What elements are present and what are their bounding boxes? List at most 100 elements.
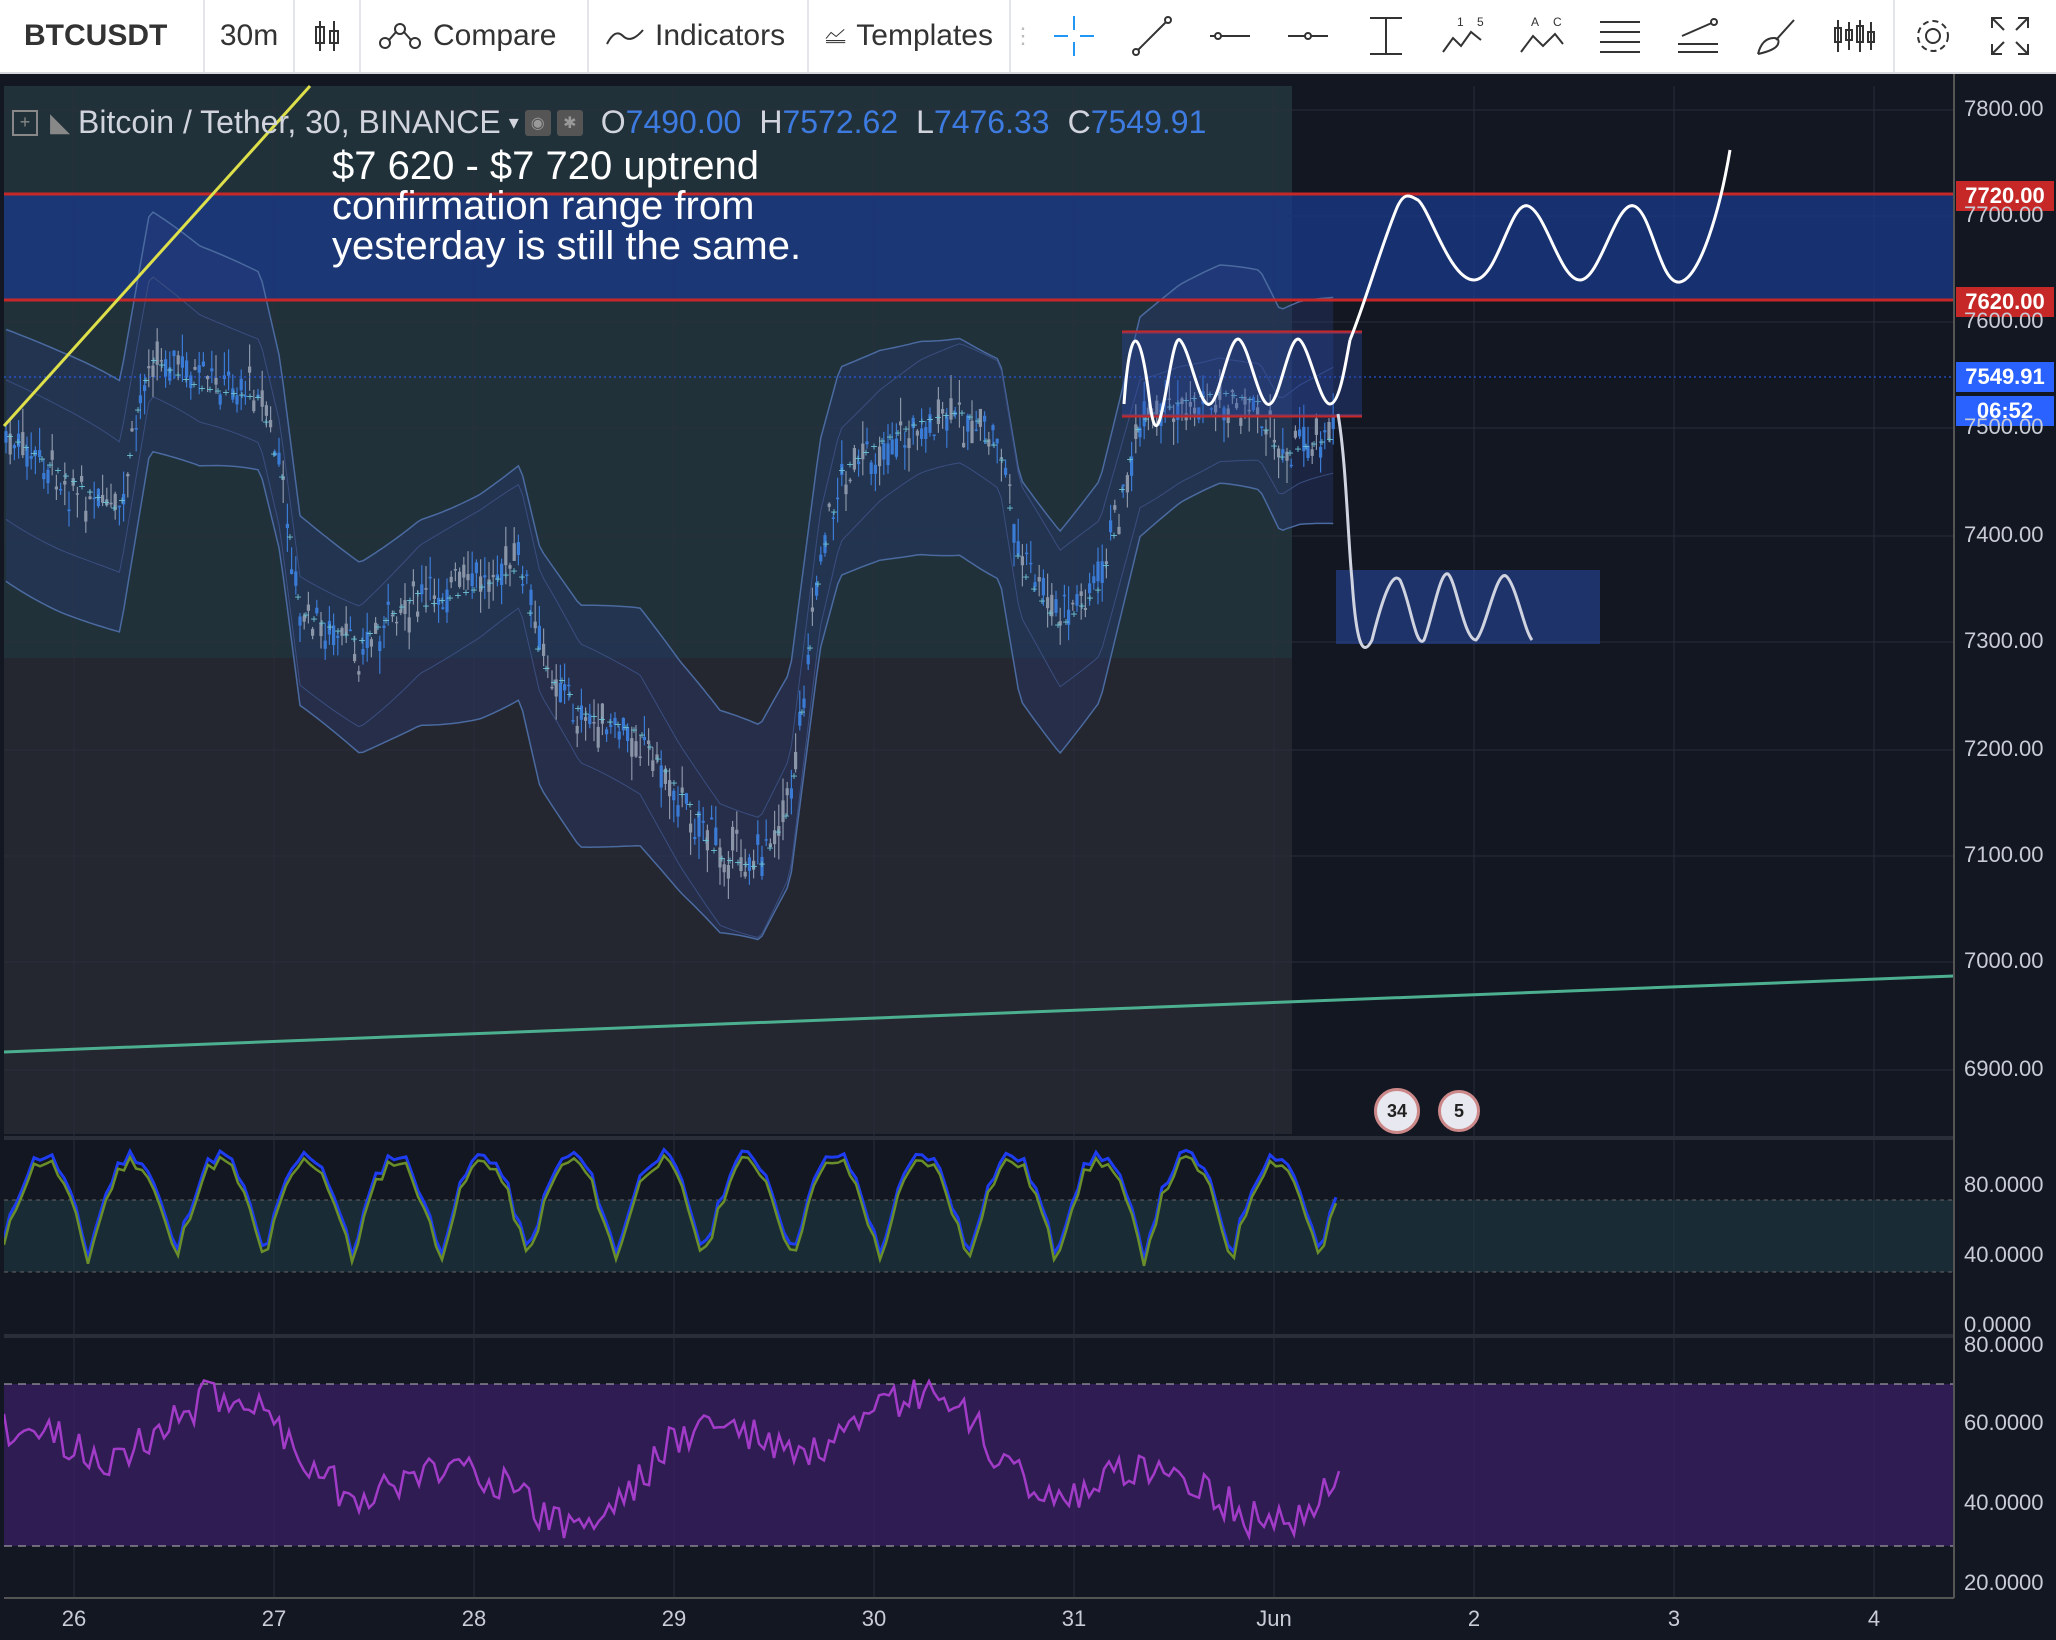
compare-label: Compare — [433, 19, 557, 52]
svg-text:+: + — [902, 422, 909, 436]
svg-text:+: + — [910, 418, 917, 432]
svg-text:+: + — [654, 752, 661, 766]
yellow-trendline[interactable] — [2, 84, 312, 428]
svg-text:+: + — [1222, 387, 1229, 401]
pane-divider-2[interactable] — [4, 1334, 1954, 1338]
svg-text:+: + — [958, 406, 965, 420]
templates-button[interactable]: Templates — [809, 0, 1009, 72]
price-tick-label: 7600.00 — [1964, 308, 2044, 333]
svg-text:+: + — [542, 662, 549, 676]
svg-text:+: + — [294, 590, 301, 604]
svg-text:+: + — [1286, 446, 1293, 460]
range-box-upper — [4, 86, 1292, 658]
svg-text:+: + — [126, 448, 133, 462]
settings-small-icon[interactable]: ✱ — [556, 109, 583, 136]
horizontal-line-tool[interactable] — [1269, 0, 1347, 72]
svg-text:+: + — [1246, 393, 1253, 407]
chart-area[interactable]: + + + + + + + + + + + + + ++++++ + + + + + + + + + + + + +++++++ + +… — [0, 74, 2056, 1640]
svg-text:+: + — [582, 707, 589, 721]
svg-text:+: + — [1126, 453, 1133, 467]
svg-text:+: + — [222, 385, 229, 399]
trendline-tool[interactable] — [1113, 0, 1191, 72]
svg-text:+: + — [854, 452, 861, 466]
svg-text:+: + — [70, 474, 77, 488]
open-value: 7490.00 — [625, 104, 742, 140]
vertical-line-tool[interactable] — [1347, 0, 1425, 72]
toolbar-drag-handle[interactable]: ⋮ — [1009, 0, 1035, 72]
text-annotation[interactable]: $7 620 - $7 720 uptrend confirmation ran… — [332, 144, 802, 268]
fib-retracement-tool[interactable] — [1581, 0, 1659, 72]
horizontal-ray-tool[interactable] — [1191, 0, 1269, 72]
countdown-label: 06:52 — [1956, 396, 2054, 426]
svg-text:+: + — [934, 411, 941, 425]
fib-channel-tool[interactable] — [1659, 0, 1737, 72]
symbol-search-button[interactable]: BTCUSDT — [0, 0, 205, 72]
interval-button[interactable]: 30m — [205, 0, 295, 72]
indicators-button[interactable]: Indicators — [589, 0, 809, 72]
price-tick-label: 7700.00 — [1964, 202, 2044, 227]
svg-text:+: + — [318, 616, 325, 630]
bollinger-upper — [5, 211, 1334, 725]
time-tick-label: 29 — [661, 1606, 687, 1631]
svg-text:+: + — [262, 415, 269, 429]
chevron-down-icon[interactable]: ▾ — [508, 112, 519, 134]
time-tick-label: 4 — [1867, 1606, 1881, 1631]
stoch-band — [4, 1200, 1954, 1272]
event-badge-flag-b[interactable]: 5 — [1438, 1090, 1480, 1132]
svg-text:+: + — [638, 728, 645, 742]
svg-text:+: + — [1102, 559, 1109, 573]
brush-tool[interactable] — [1737, 0, 1815, 72]
event-badge-flag-a[interactable]: 34 — [1374, 1088, 1420, 1134]
candle-pattern-tool[interactable] — [1815, 0, 1893, 72]
svg-text:+: + — [1086, 591, 1093, 605]
svg-text:+: + — [750, 860, 757, 874]
settings-button[interactable] — [1893, 0, 1971, 72]
svg-text:+: + — [46, 458, 53, 472]
eye-icon[interactable]: ◉ — [524, 109, 551, 136]
svg-text:+: + — [734, 856, 741, 870]
svg-text:+: + — [846, 458, 853, 472]
chart-style-button[interactable] — [295, 0, 361, 72]
svg-text:+: + — [518, 570, 525, 584]
fullscreen-button[interactable] — [1971, 0, 2049, 72]
svg-text:+: + — [1070, 607, 1077, 621]
svg-text:+: + — [726, 854, 733, 868]
support-trendline[interactable] — [3, 974, 1955, 1054]
keltner-upper — [5, 276, 1334, 818]
parabolic-sar: + + + + + + + + + + + + + ++++++ + + + + + + + + + + + + +++++++ + +… — [6, 353, 1333, 873]
rsi-tick-label: 60.0000 — [1964, 1410, 2044, 1435]
collapse-icon[interactable]: + — [12, 109, 38, 136]
compare-button[interactable]: Compare — [361, 0, 589, 72]
time-axis-bg[interactable] — [4, 1598, 2056, 1640]
candlestick-icon — [315, 21, 339, 51]
svg-text:+: + — [350, 632, 357, 646]
svg-text:+: + — [822, 537, 829, 551]
svg-text:+: + — [446, 591, 453, 605]
drawing-zigzag-range[interactable] — [1122, 337, 1352, 427]
pane-divider-1[interactable] — [4, 1136, 1954, 1140]
event-badge-b-count: 5 — [1453, 1100, 1464, 1121]
price-range-icon — [1370, 17, 1402, 55]
svg-text:+: + — [998, 453, 1005, 467]
series-title[interactable]: Bitcoin / Tether, 30, BINANCE — [78, 104, 501, 140]
svg-text:+: + — [406, 593, 413, 607]
bollinger-band-fill — [6, 212, 1334, 940]
svg-text:+: + — [510, 564, 517, 578]
drawing-downside-path[interactable] — [1336, 413, 1534, 649]
svg-text:+: + — [286, 530, 293, 544]
svg-text:+: + — [358, 633, 365, 647]
svg-text:+: + — [918, 415, 925, 429]
svg-text:1: 1 — [1457, 15, 1464, 29]
trend-line-icon — [1132, 16, 1172, 56]
price-axis-bg[interactable] — [1954, 74, 2056, 1640]
top-toolbar: BTCUSDT 30m Compare Indicators Templates… — [0, 0, 2056, 74]
interval-label: 30m — [219, 19, 279, 52]
drawing-upside-path[interactable] — [1348, 149, 1732, 341]
svg-text:+: + — [166, 363, 173, 377]
crosshair-tool[interactable] — [1035, 0, 1113, 72]
svg-text:+: + — [310, 612, 317, 626]
svg-text:+: + — [630, 723, 637, 737]
